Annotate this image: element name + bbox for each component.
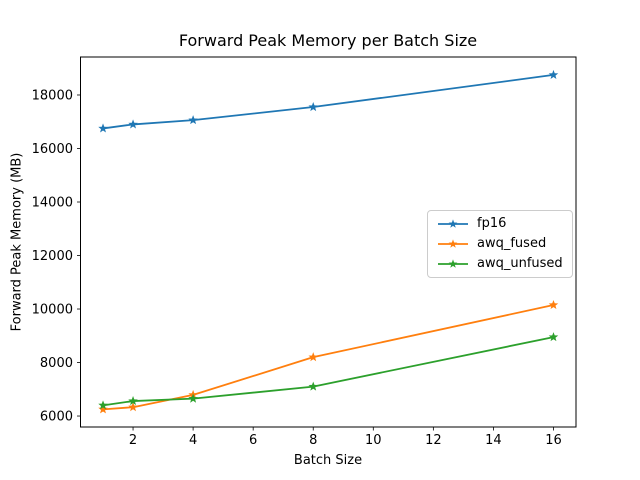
legend-star-icon-awq_fused bbox=[448, 239, 458, 248]
marker-fp16-x4 bbox=[188, 115, 198, 125]
marker-awq_fused-x16 bbox=[548, 300, 559, 310]
marker-fp16-x2 bbox=[128, 119, 138, 129]
y-axis-label: Forward Peak Memory (MB) bbox=[9, 152, 25, 332]
marker-awq_unfused-x1 bbox=[98, 400, 108, 410]
y-tick-label-10000: 10000 bbox=[32, 303, 73, 318]
legend-swatch-awq_fused bbox=[438, 239, 468, 248]
x-tick-label-10: 10 bbox=[365, 433, 382, 448]
series-line-awq_fused bbox=[102, 304, 555, 411]
legend-label-fp16: fp16 bbox=[477, 216, 507, 231]
marker-awq_unfused-x2 bbox=[128, 396, 138, 406]
marker-awq_fused-x1 bbox=[98, 404, 108, 414]
x-tick-label-14: 14 bbox=[485, 433, 502, 448]
x-tick-label-8: 8 bbox=[309, 433, 317, 448]
x-tick-label-2: 2 bbox=[129, 433, 137, 448]
y-tick-label-16000: 16000 bbox=[32, 142, 73, 157]
legend-item-fp16: fp16 bbox=[437, 216, 563, 232]
marker-fp16-x1 bbox=[98, 123, 108, 133]
axes-frame bbox=[80, 56, 577, 428]
legend-label-awq_fused: awq_fused bbox=[477, 236, 547, 251]
x-tick-label-4: 4 bbox=[189, 433, 197, 448]
marker-awq_fused-x2 bbox=[128, 402, 138, 412]
series-line-fp16 bbox=[102, 74, 555, 130]
legend-star-icon-awq_unfused bbox=[448, 259, 458, 268]
legend-star-icon-fp16 bbox=[448, 219, 458, 228]
y-tick-label-18000: 18000 bbox=[32, 88, 73, 103]
marker-awq_unfused-x16 bbox=[548, 332, 559, 342]
x-tick-label-12: 12 bbox=[425, 433, 442, 448]
marker-awq_fused-x8 bbox=[308, 352, 318, 362]
legend-item-awq_unfused: awq_unfused bbox=[437, 256, 563, 272]
marker-awq_unfused-x8 bbox=[308, 381, 318, 391]
legend-label-awq_unfused: awq_unfused bbox=[477, 256, 563, 271]
series-line-awq_unfused bbox=[102, 336, 555, 407]
marker-fp16-x16 bbox=[548, 69, 559, 79]
y-tick-label-12000: 12000 bbox=[32, 249, 73, 264]
marker-fp16-x8 bbox=[308, 102, 318, 112]
x-axis-label: Batch Size bbox=[293, 453, 363, 468]
legend-swatch-awq_unfused bbox=[438, 259, 468, 268]
legend-swatch-fp16 bbox=[438, 219, 468, 228]
chart-title: Forward Peak Memory per Batch Size bbox=[178, 31, 478, 50]
marker-awq_unfused-x4 bbox=[188, 393, 198, 403]
y-tick-label-8000: 8000 bbox=[40, 356, 73, 371]
y-tick-label-14000: 14000 bbox=[32, 196, 73, 211]
legend: fp16 awq_fused awq_unfused bbox=[427, 210, 573, 278]
legend-item-awq_fused: awq_fused bbox=[437, 236, 563, 252]
x-tick-label-16: 16 bbox=[545, 433, 562, 448]
y-tick-label-6000: 6000 bbox=[40, 410, 73, 425]
x-tick-label-6: 6 bbox=[249, 433, 257, 448]
